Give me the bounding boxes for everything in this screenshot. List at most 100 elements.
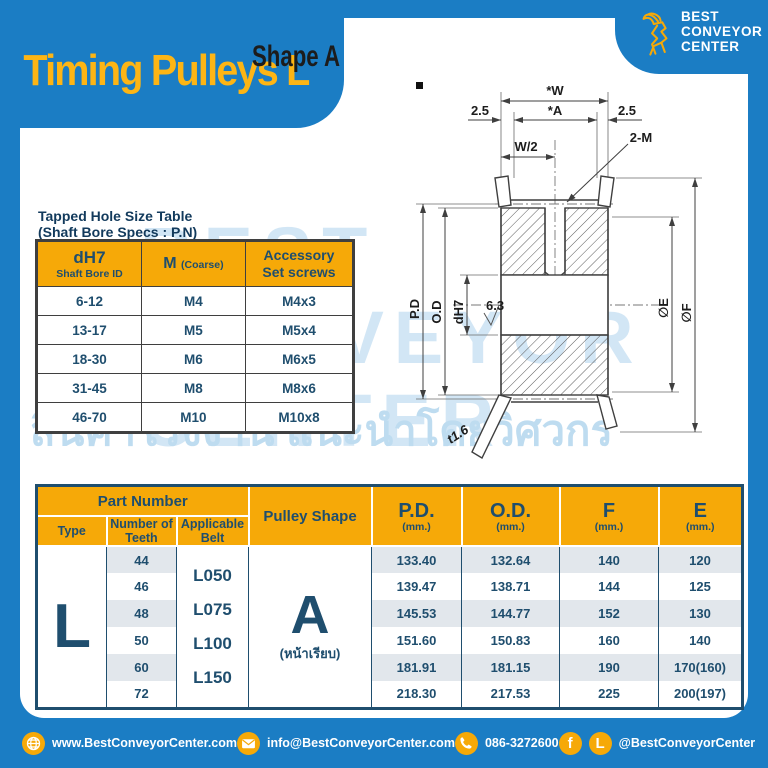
table-row: 50 151.60 150.83 160 140 (37, 627, 743, 654)
belt-item: L150 (193, 667, 232, 687)
bore-header-sub: Shaft Bore ID (56, 268, 123, 280)
pulley-section-drawing: *W *A 2.5 2.5 W/2 2-M P.D O.D dH7 6.3 ∅E… (407, 83, 702, 459)
setscrew-cell: M8x6 (244, 373, 355, 403)
teeth-cell: 72 (106, 681, 177, 708)
mail-icon (237, 731, 261, 755)
corner-mark (416, 82, 423, 89)
facebook-letter: f (567, 734, 573, 752)
logo-line: CENTER (681, 38, 740, 54)
table-row: 6-12 M4 M4x3 (36, 286, 355, 316)
page-title: Timing Pulleys L (23, 46, 310, 95)
table-row: 13-17 M5 M5x4 (36, 315, 355, 345)
table-row: 31-45 M8 M8x6 (36, 373, 355, 403)
header-pd-main: P.D. (398, 500, 435, 523)
dim-label-pd: P.D (407, 299, 422, 319)
shape-heading: Shape A (252, 40, 341, 73)
dim-label-de: ∅E (656, 298, 671, 318)
header-e: E (mm.) (657, 484, 744, 547)
belt-item: L100 (193, 633, 232, 653)
m-header-sub: (Coarse) (181, 259, 224, 271)
e-cell: 140 (658, 627, 743, 654)
setscrew-cell: M4x3 (244, 286, 355, 316)
tapped-title-line2: (Shaft Bore Specs : P.N) (38, 224, 198, 241)
line-icon[interactable]: L (588, 731, 612, 755)
tapped-table-title: Tapped Hole Size Table (Shaft Bore Specs… (38, 208, 197, 240)
phone-item[interactable]: 086-3272600 (454, 731, 559, 755)
logo-block: BEST CONVEYOR CENTER (615, 0, 768, 74)
tapped-hole-table: dH7 Shaft Bore ID M (Coarse) Accessory S… (35, 239, 355, 434)
table-row: 18-30 M6 M6x5 (36, 344, 355, 374)
table-row: 46 139.47 138.71 144 125 (37, 573, 743, 600)
teeth-cell: 50 (106, 627, 177, 654)
bore-cell: 31-45 (36, 373, 142, 403)
tapped-title-line1: Tapped Hole Size Table (38, 208, 193, 224)
pd-cell: 181.91 (371, 654, 462, 681)
social-label[interactable]: @BestConveyorCenter (618, 736, 756, 750)
header-od: O.D. (mm.) (460, 484, 561, 547)
line-letter: L (595, 734, 605, 752)
website-item[interactable]: www.BestConveyorCenter.com (22, 731, 238, 755)
od-cell: 138.71 (461, 573, 560, 600)
globe-icon (22, 731, 45, 755)
header-od-main: O.D. (489, 500, 532, 523)
setscrew-cell: M6x5 (244, 344, 355, 374)
header-teeth: Number of Teeth (105, 515, 178, 547)
contact-footer: www.BestConveyorCenter.com info@BestConv… (0, 718, 768, 768)
e-cell: 125 (658, 573, 743, 600)
dim-label-od: O.D (429, 300, 444, 323)
logo-line: BEST (681, 9, 720, 24)
od-cell: 132.64 (461, 546, 560, 573)
e-cell: 170(160) (658, 654, 743, 681)
belt-list: L050 L075 L100 L150 (176, 546, 249, 708)
f-cell: 152 (559, 600, 659, 627)
header-pd-unit: (mm.) (402, 521, 431, 534)
phone-label[interactable]: 086-3272600 (484, 736, 559, 750)
header-part-number: Part Number (35, 484, 250, 517)
dim-label-2m: 2-M (630, 130, 652, 145)
m-cell: M4 (140, 286, 246, 316)
goat-logo-icon (642, 12, 668, 56)
shape-subtitle: (หน้าเรียบ) (279, 645, 341, 661)
tapped-header-accessory: Accessory Set screws (244, 240, 355, 287)
tapped-header-bore: dH7 Shaft Bore ID (36, 240, 142, 287)
e-cell: 200(197) (658, 681, 743, 708)
pulley-body (471, 175, 618, 459)
m-cell: M10 (140, 402, 246, 433)
pd-cell: 218.30 (371, 681, 462, 708)
shape-value-cell: A (หน้าเรียบ) (248, 546, 372, 708)
od-cell: 181.15 (461, 654, 560, 681)
od-cell: 150.83 (461, 627, 560, 654)
phone-icon (454, 731, 478, 755)
teeth-cell: 48 (106, 600, 177, 627)
logo-text: BEST CONVEYOR CENTER (681, 9, 763, 60)
website-label[interactable]: www.BestConveyorCenter.com (52, 736, 238, 750)
dim-label-left-25: 2.5 (471, 103, 489, 118)
email-item[interactable]: info@BestConveyorCenter.com (237, 731, 455, 755)
bore-cell: 13-17 (36, 315, 142, 345)
email-label[interactable]: info@BestConveyorCenter.com (267, 736, 455, 750)
table-row: 72 218.30 217.53 225 200(197) (37, 681, 743, 708)
accessory-header-line2: Set screws (262, 264, 336, 280)
f-cell: 160 (559, 627, 659, 654)
bore-cell: 46-70 (36, 402, 142, 433)
title-banner: Timing Pulleys L (0, 0, 344, 128)
teeth-cell: 44 (106, 546, 177, 573)
setscrew-cell: M10x8 (244, 402, 355, 433)
facebook-icon[interactable]: f (558, 731, 582, 755)
table-row: 48 145.53 144.77 152 130 (37, 600, 743, 627)
f-cell: 190 (559, 654, 659, 681)
belt-item: L075 (193, 599, 232, 619)
header-pulley-shape: Pulley Shape (247, 484, 373, 547)
dim-label-a: *A (548, 103, 563, 118)
type-value: L (36, 546, 107, 708)
pd-cell: 133.40 (371, 546, 462, 573)
m-cell: M5 (140, 315, 246, 345)
tapped-header-m: M (Coarse) (140, 240, 246, 287)
logo-line: CONVEYOR (681, 23, 763, 39)
header-f-main: F (602, 500, 616, 523)
dim-label-63: 6.3 (486, 298, 504, 313)
pd-cell: 139.47 (371, 573, 462, 600)
dimension-lines (420, 98, 698, 451)
social-item[interactable]: f L @BestConveyorCenter (558, 731, 756, 755)
dim-label-dh7: dH7 (451, 300, 466, 325)
